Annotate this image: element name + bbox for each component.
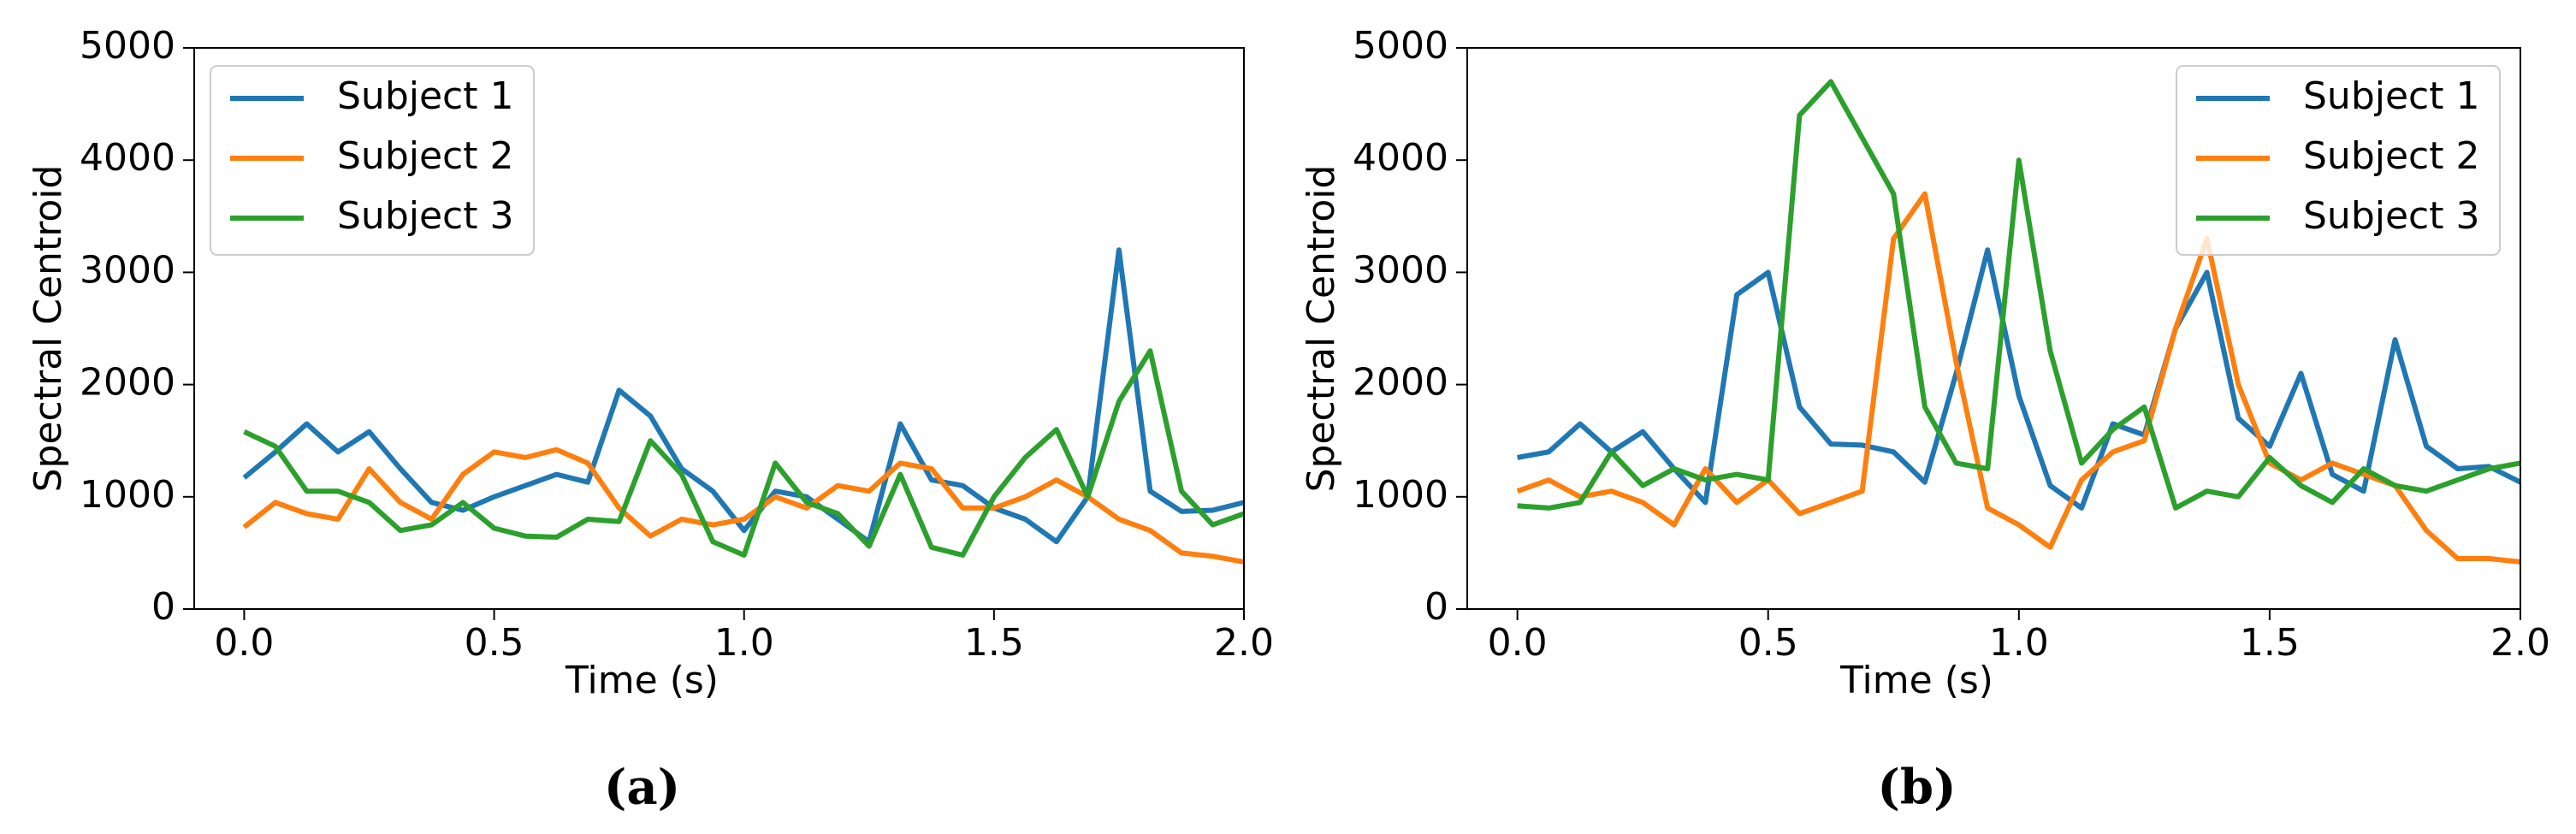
- legend-label: Subject 1: [337, 74, 513, 118]
- panel-label: (a): [604, 760, 680, 816]
- data-line: [1517, 79, 2521, 511]
- data-line: [1516, 191, 2521, 565]
- x-tick-label: 0.5: [1738, 621, 1798, 665]
- legend-box: [210, 65, 535, 256]
- x-tick-label: 1.5: [964, 621, 1024, 665]
- legend-label: Subject 2: [2303, 134, 2479, 178]
- x-tick-label: 1.5: [2240, 621, 2300, 665]
- y-tick-label: 2000: [80, 361, 175, 405]
- legend-label: Subject 3: [337, 194, 513, 238]
- y-tick-label: 0: [1424, 585, 1448, 629]
- chart-panel: 0.0 0.5 1.0 1.5 2.0 0 1000 2000 3000 4000 5000 Time…: [27, 24, 1274, 816]
- y-tick-label: 4000: [1353, 136, 1448, 180]
- panel-label: (b): [1877, 760, 1956, 816]
- y-axis-label: Spectral Centroid: [1300, 165, 1343, 493]
- legend-label: Subject 2: [337, 134, 513, 178]
- x-axis-label: Time (s): [565, 659, 719, 702]
- x-tick-label: 0.0: [1488, 621, 1548, 665]
- data-line: [242, 447, 1245, 565]
- x-tick-label: 1.0: [1989, 621, 2049, 665]
- x-tick-label: 2.0: [1214, 621, 1274, 665]
- y-tick-label: 0: [151, 585, 175, 629]
- data-line: [242, 247, 1245, 545]
- data-line: [243, 348, 1246, 558]
- legend-box: [2176, 65, 2501, 256]
- y-tick-label: 5000: [80, 24, 175, 68]
- y-tick-label: 2000: [1353, 361, 1448, 405]
- axes-frame: [1466, 47, 2521, 610]
- y-tick-label: 5000: [1353, 24, 1448, 68]
- x-tick-label: 0.0: [214, 621, 274, 665]
- x-tick-label: 0.5: [465, 621, 524, 665]
- axes-frame: [193, 47, 1245, 610]
- x-tick-label: 1.0: [714, 621, 774, 665]
- y-tick-label: 1000: [80, 473, 175, 517]
- y-tick-label: 3000: [80, 248, 175, 292]
- y-tick-label: 4000: [80, 136, 175, 180]
- y-tick-label: 1000: [1353, 473, 1448, 517]
- legend-label: Subject 3: [2303, 194, 2479, 238]
- legend-label: Subject 1: [2303, 74, 2479, 118]
- chart-panel: 0.0 0.5 1.0 1.5 2.0 0 1000 2000 3000 4000 5000 Time…: [1300, 24, 2550, 816]
- x-tick-label: 2.0: [2490, 621, 2550, 665]
- y-axis-label: Spectral Centroid: [27, 165, 70, 493]
- x-axis-label: Time (s): [1839, 659, 1993, 702]
- data-line: [1517, 247, 2522, 511]
- y-tick-label: 3000: [1353, 248, 1448, 292]
